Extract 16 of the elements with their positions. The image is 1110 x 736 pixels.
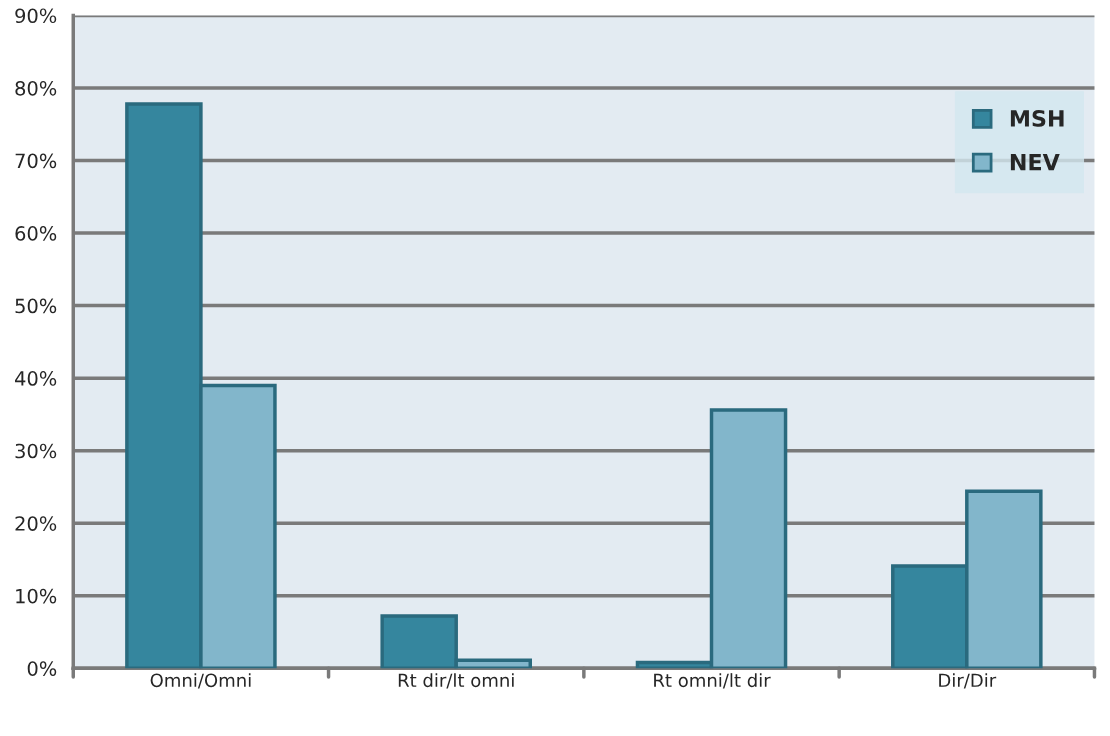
y-tick-label: 70%: [15, 153, 57, 169]
y-tick-label: 90%: [15, 8, 57, 24]
y-tick-label: 10%: [16, 588, 57, 604]
y-tick-label: 30%: [15, 443, 57, 459]
y-tick-label: 60%: [15, 226, 57, 241]
y-tick-label: 40%: [15, 371, 57, 386]
x-tick-label: Dir/Dir: [939, 673, 997, 689]
y-tick-label: 0%: [27, 661, 57, 676]
legend-label: MSH: [1010, 110, 1064, 127]
y-tick-label: 80%: [15, 80, 57, 96]
legend-label: NEV: [1010, 154, 1060, 171]
y-tick-label: 50%: [15, 298, 57, 314]
x-tick-label: Omni/Omni: [150, 673, 251, 689]
x-tick-label: Rt omni/lt dir: [654, 673, 771, 689]
x-tick-label: Rt dir/lt omni: [398, 673, 514, 689]
y-tick-label: 20%: [15, 516, 57, 531]
